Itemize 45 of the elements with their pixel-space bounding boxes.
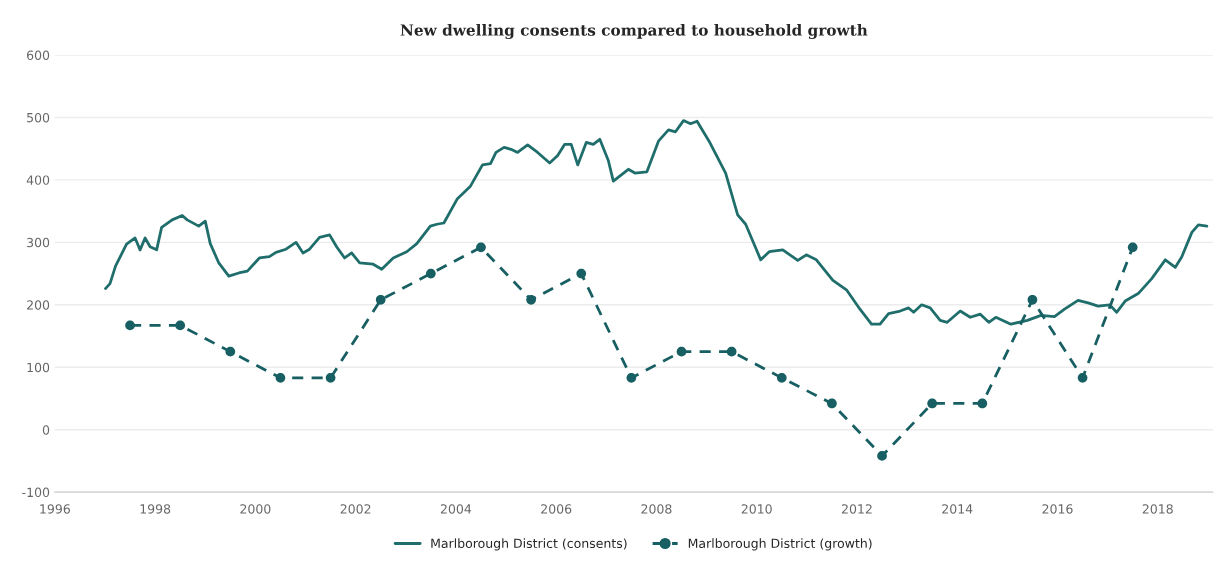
point	[425, 268, 436, 279]
x-tick-label: 2010	[741, 504, 772, 514]
y-tick-label: 400	[26, 175, 50, 185]
point	[325, 373, 336, 383]
x-tick-label: 2016	[1042, 504, 1073, 514]
y-tick-label: 600	[27, 50, 50, 60]
y-tick-label: 500	[27, 112, 50, 123]
point	[576, 268, 587, 279]
point	[776, 373, 787, 383]
point	[676, 346, 687, 357]
line-series	[104, 119, 1209, 326]
point	[1127, 242, 1138, 253]
point	[125, 320, 135, 331]
point	[927, 398, 938, 409]
x-tick-label: 1996	[40, 504, 70, 514]
point	[526, 294, 536, 305]
point	[877, 451, 887, 461]
y-tick-label: 200	[27, 300, 50, 310]
chart-title: New dwelling consents compared to household growth	[400, 23, 868, 39]
x-tick-label: 2018	[1142, 504, 1173, 514]
legend-label: Marlborough District (growth)	[688, 538, 872, 551]
point	[476, 242, 486, 253]
point	[1027, 294, 1038, 305]
point	[827, 398, 837, 409]
legend-label: Marlborough District (consents)	[431, 538, 627, 551]
x-tick-label: 2002	[340, 504, 371, 514]
x-tick-label: 2000	[240, 504, 271, 514]
x-tick-label: 1998	[140, 504, 171, 514]
point	[375, 294, 386, 305]
point	[977, 398, 988, 409]
y-tick-label: 0	[42, 425, 50, 435]
x-tick-label: 2014	[942, 504, 973, 514]
point	[626, 373, 637, 383]
x-tick-label: 2006	[541, 504, 572, 514]
point	[275, 373, 286, 383]
y-tick-label: 300	[27, 237, 50, 248]
point	[1077, 373, 1088, 383]
point	[225, 346, 236, 357]
x-tick-label: 2004	[440, 504, 472, 514]
point	[175, 320, 186, 331]
x-tick-label: 2012	[841, 504, 872, 514]
point	[726, 346, 737, 357]
y-tick-label: 100	[27, 362, 50, 373]
y-tick-label: -100	[22, 487, 50, 498]
x-tick-label: 2008	[641, 504, 672, 514]
